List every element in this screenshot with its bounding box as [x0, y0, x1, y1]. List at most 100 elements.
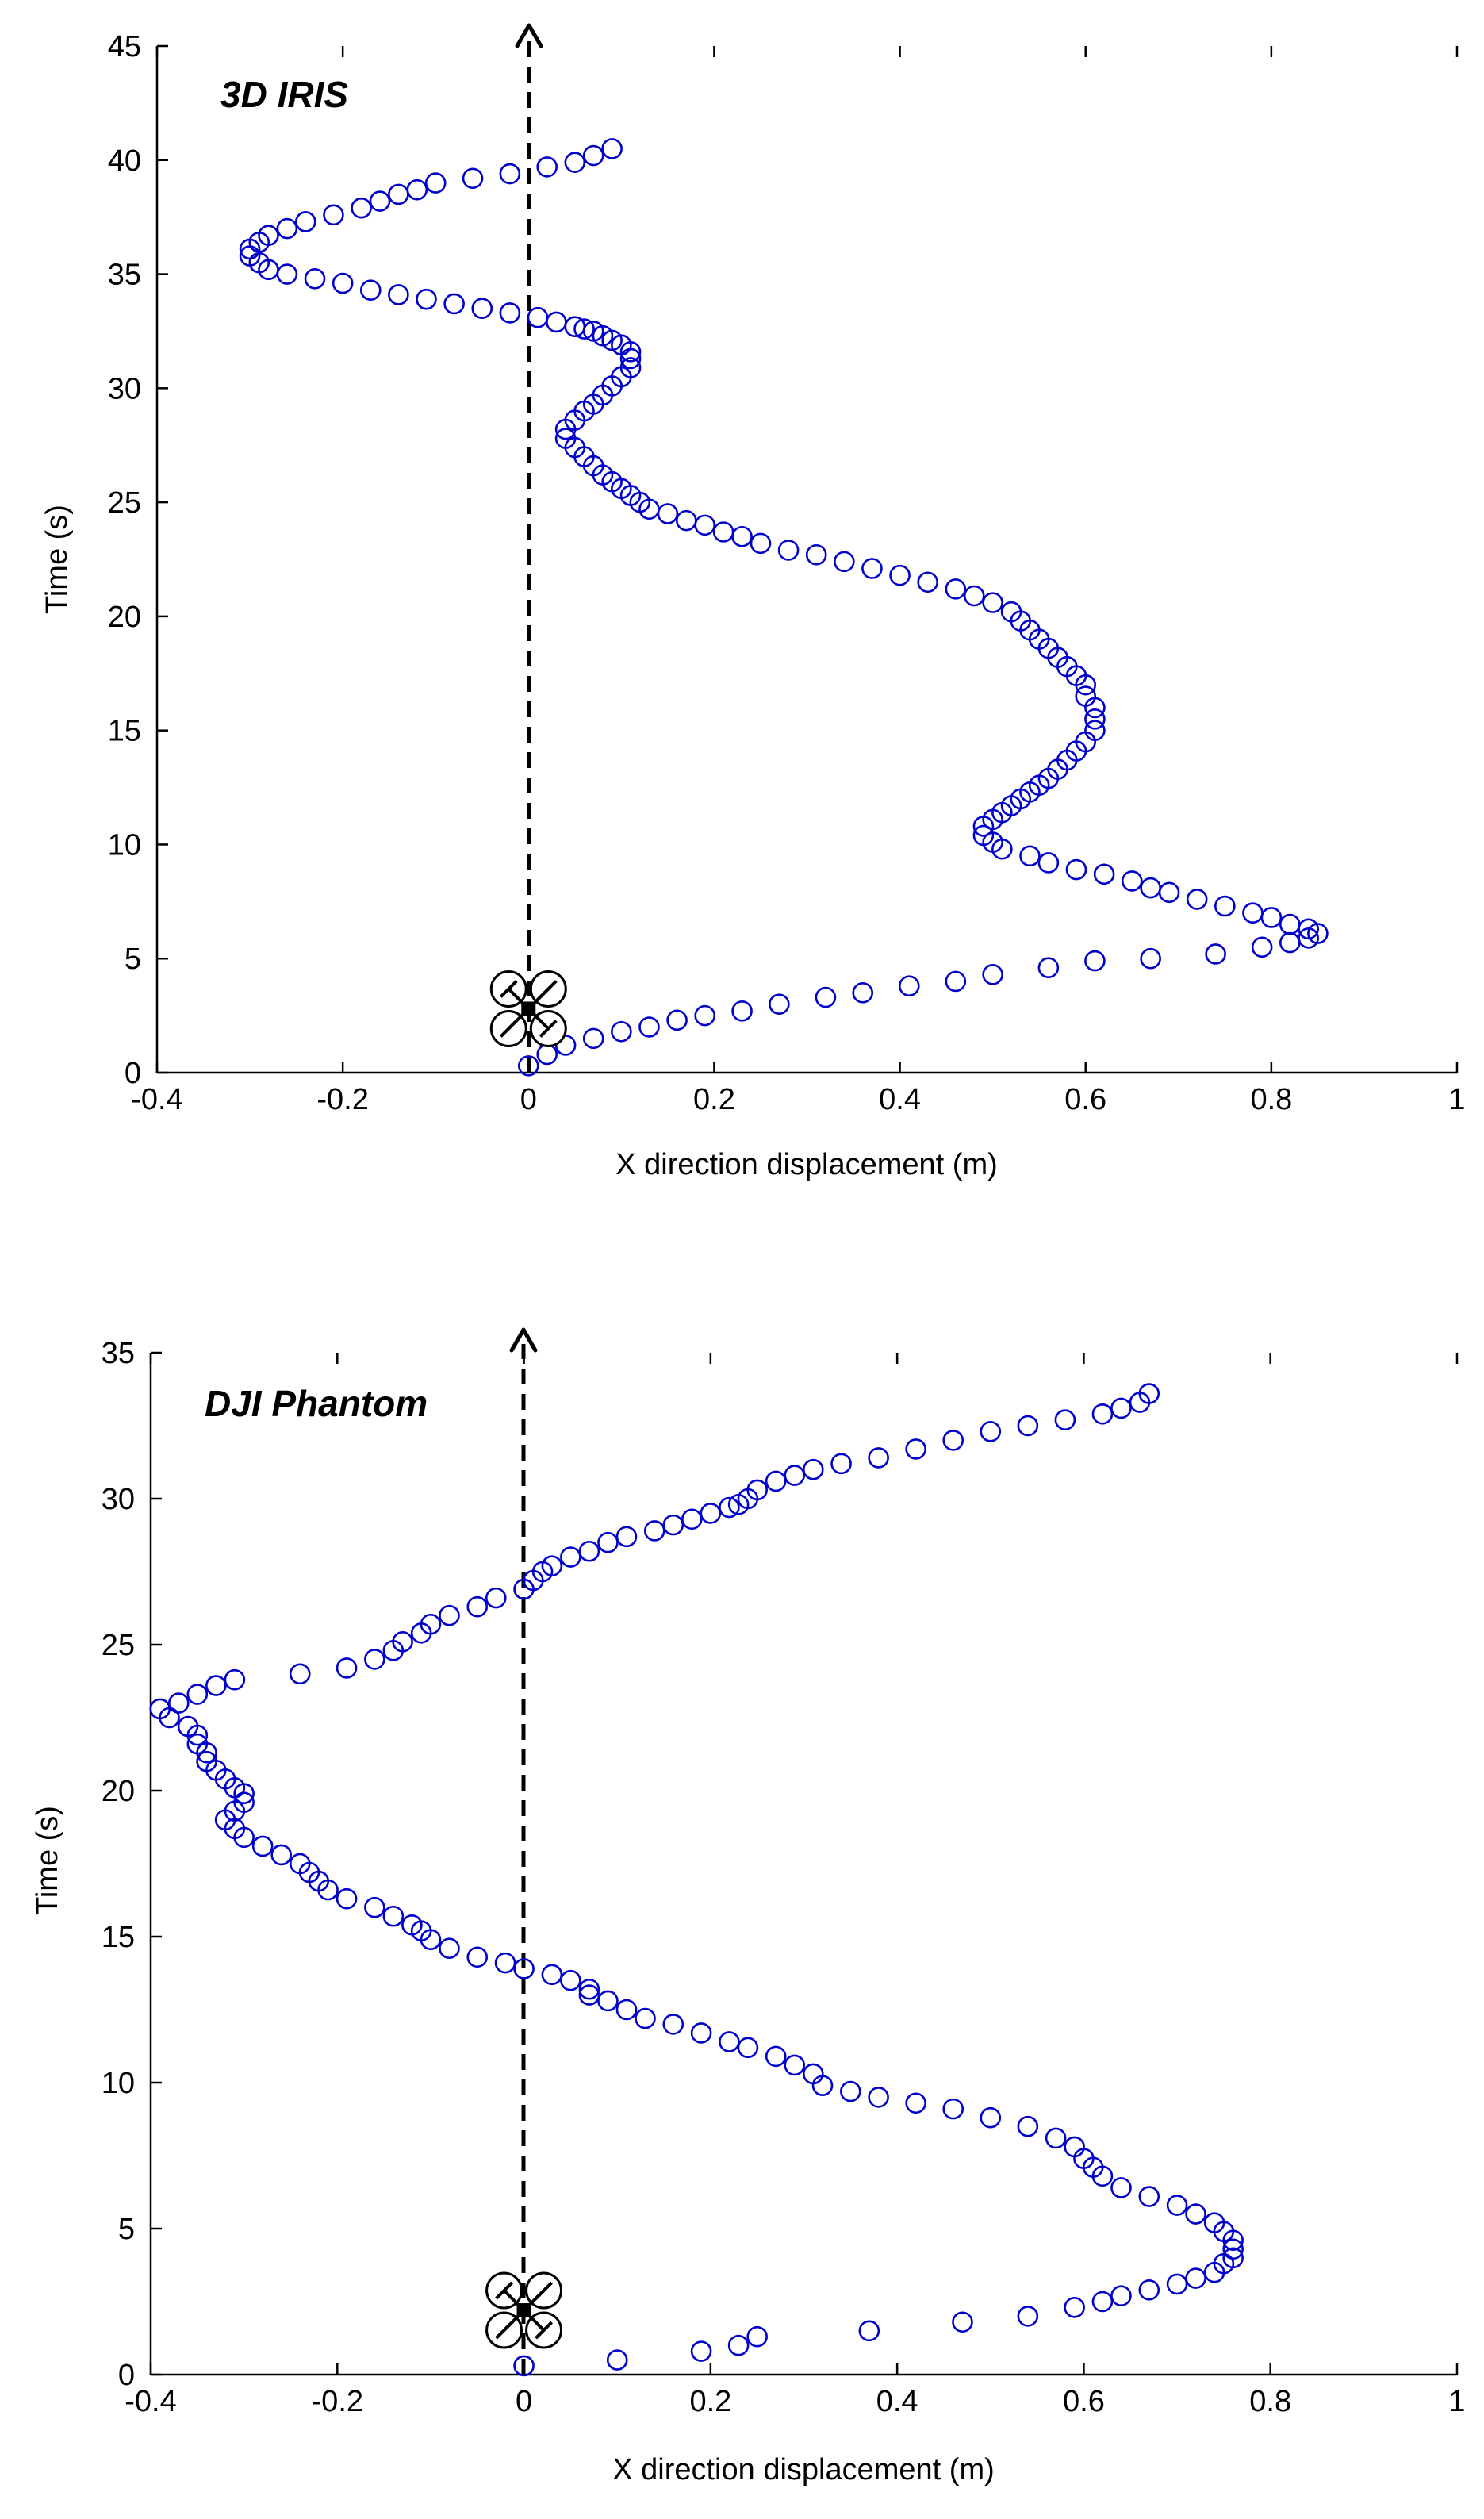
chart-dji-phantom-data-point — [1064, 2136, 1085, 2158]
chart-3d-iris-data-point — [694, 514, 716, 536]
chart-dji-phantom-arrowhead — [509, 1327, 538, 1353]
chart-3d-iris-data-point — [601, 138, 623, 159]
chart-3d-iris-data-point — [815, 986, 837, 1008]
chart-3d-iris-data-point — [777, 540, 800, 561]
chart-3d-iris-x-tick-label: 0.8 — [1250, 1083, 1292, 1116]
chart-dji-phantom-y-label: Time (s) — [31, 1806, 64, 1915]
chart-3d-iris-data-point — [388, 183, 409, 205]
chart-dji-phantom-data-point — [746, 2325, 768, 2348]
chart-dji-phantom-data-point — [560, 1546, 581, 1568]
chart-dji-phantom-y-tick-label: 35 — [102, 1337, 135, 1370]
chart-3d-iris-data-point — [750, 532, 772, 555]
chart-dji-phantom-data-point — [205, 1675, 227, 1696]
chart-3d-iris-data-point — [1037, 852, 1060, 874]
chart-3d-iris-x-tick-label: 0.4 — [879, 1083, 921, 1116]
chart-dji-phantom-data-point — [1166, 2273, 1188, 2295]
chart-3d-iris-data-point — [861, 558, 883, 579]
drone-propeller-icon — [499, 980, 518, 998]
chart-3d-iris-data-point — [1279, 913, 1301, 935]
chart-3d-iris-title: 3D IRIS — [220, 74, 348, 115]
chart-dji-phantom-x-tick-label: -0.2 — [312, 2385, 363, 2418]
chart-3d-iris-data-point — [889, 564, 911, 586]
chart-3d-iris-data-point — [834, 551, 855, 573]
chart-dji-phantom-data-point — [1110, 1397, 1132, 1419]
chart-dji-phantom-data-point — [1017, 2115, 1039, 2137]
chart-dji-phantom-data-point — [1138, 1383, 1160, 1404]
chart-dji-phantom-data-point — [578, 1978, 600, 2000]
chart-3d-iris-data-point — [424, 172, 447, 194]
chart-3d-iris-data-point — [945, 578, 967, 600]
chart-3d-iris-x-tick-label: -0.2 — [316, 1083, 368, 1116]
chart-dji-phantom-data-point — [1064, 2297, 1085, 2318]
chart-dji-phantom-data-point — [420, 1613, 442, 1635]
chart-3d-iris-data-point — [1121, 870, 1143, 892]
chart-dji-phantom-data-point — [597, 1990, 619, 2012]
chart-dji-phantom-data-point — [597, 1531, 619, 1553]
chart-3d-iris-data-point — [1093, 863, 1115, 885]
chart-dji-phantom-data-point — [615, 1999, 638, 2021]
chart-3d-iris-data-point — [276, 263, 298, 285]
chart-3d-iris-data-point — [657, 503, 679, 524]
chart-dji-phantom-data-point — [606, 2349, 628, 2371]
chart-dji-phantom-data-point — [662, 1514, 684, 1536]
chart-3d-iris-data-point — [1019, 845, 1041, 867]
chart-dji-phantom-data-point — [942, 2098, 964, 2120]
chart-3d-iris-data-point — [638, 1016, 660, 1038]
chart-3d-iris-points — [239, 138, 1329, 1077]
chart-dji-phantom-data-point — [662, 2014, 684, 2035]
chart-3d-iris-data-point — [1000, 601, 1022, 623]
chart-3d-iris-data-point — [805, 543, 827, 566]
chart-dji-phantom-data-point — [251, 1835, 274, 1857]
chart-dji-phantom-data-point — [224, 1668, 246, 1691]
drone-icon — [489, 970, 567, 1047]
chart-dji-phantom-data-point — [1017, 1415, 1039, 1437]
chart-3d-iris-data-point — [1140, 877, 1161, 899]
chart-dji-phantom-data-point — [980, 2106, 1002, 2129]
chart-3d-iris-data-point — [369, 190, 391, 212]
chart-dji-phantom-data-point — [270, 1844, 293, 1866]
chart-dji-phantom-data-point — [560, 1969, 581, 1991]
chart-dji-phantom-data-point — [466, 1946, 489, 1968]
chart-3d-iris-data-point — [676, 509, 697, 532]
chart-3d-iris-y-tick-label: 30 — [108, 372, 141, 405]
chart-dji-phantom-data-point — [578, 1984, 600, 2006]
chart-3d-iris-data-point — [945, 970, 967, 993]
chart-3d-iris-y-tick-label: 15 — [108, 715, 141, 748]
chart-dji-phantom-data-point — [868, 1447, 889, 1469]
chart-dji-phantom-data-point — [186, 1684, 209, 1705]
chart-dji-phantom-data-point — [802, 1458, 824, 1480]
chart-dji-phantom-data-point — [513, 2355, 535, 2377]
chart-dji-phantom-data-point — [1185, 2267, 1206, 2289]
chart-3d-iris-data-point — [1140, 947, 1161, 970]
chart-dji-phantom-data-point — [905, 1438, 926, 1460]
chart-dji-phantom-x-tick-label: 0.4 — [876, 2385, 918, 2418]
chart-dji-phantom-points — [149, 1383, 1244, 2377]
chart-3d-iris-data-point — [1242, 902, 1264, 924]
chart-dji-phantom-data-point — [681, 1508, 703, 1530]
chart-dji-phantom-x-tick-label: 0.2 — [689, 2385, 731, 2418]
chart-3d-iris-data-point — [712, 521, 734, 543]
chart-3d-iris-data-point — [963, 585, 985, 607]
chart-3d-iris-data-point — [546, 311, 567, 333]
chart-dji-phantom-data-point — [233, 1791, 255, 1814]
chart-dji-phantom-data-point — [167, 1692, 190, 1714]
chart-dji-phantom-data-point — [439, 1937, 460, 1960]
chart-3d-iris-data-point — [917, 571, 938, 593]
chart-dji-phantom-data-point — [466, 1595, 489, 1618]
chart-dji-phantom-data-point — [364, 1649, 385, 1670]
chart-3d-iris-data-point — [351, 197, 372, 219]
chart-3d-iris-y-tick-label: 35 — [108, 259, 141, 292]
chart-3d-iris-data-point — [982, 964, 1003, 985]
chart-3d-iris-data-point — [1158, 881, 1180, 904]
chart-dji-phantom-data-point — [196, 1750, 217, 1772]
chart-3d-iris-x-label: X direction displacement (m) — [615, 1148, 998, 1181]
chart-3d-iris-data-point — [443, 293, 465, 315]
chart-3d-iris-x-tick-label: 0 — [520, 1083, 537, 1116]
chart-dji-phantom-data-point — [392, 1631, 413, 1653]
chart-3d-iris-data-point — [332, 272, 354, 294]
chart-3d-iris-y-label: Time (s) — [40, 505, 74, 614]
chart-dji-phantom-data-point — [1222, 2238, 1244, 2260]
chart-3d-iris-data-point — [582, 1027, 604, 1050]
chart-3d-iris-data-point — [499, 302, 521, 324]
